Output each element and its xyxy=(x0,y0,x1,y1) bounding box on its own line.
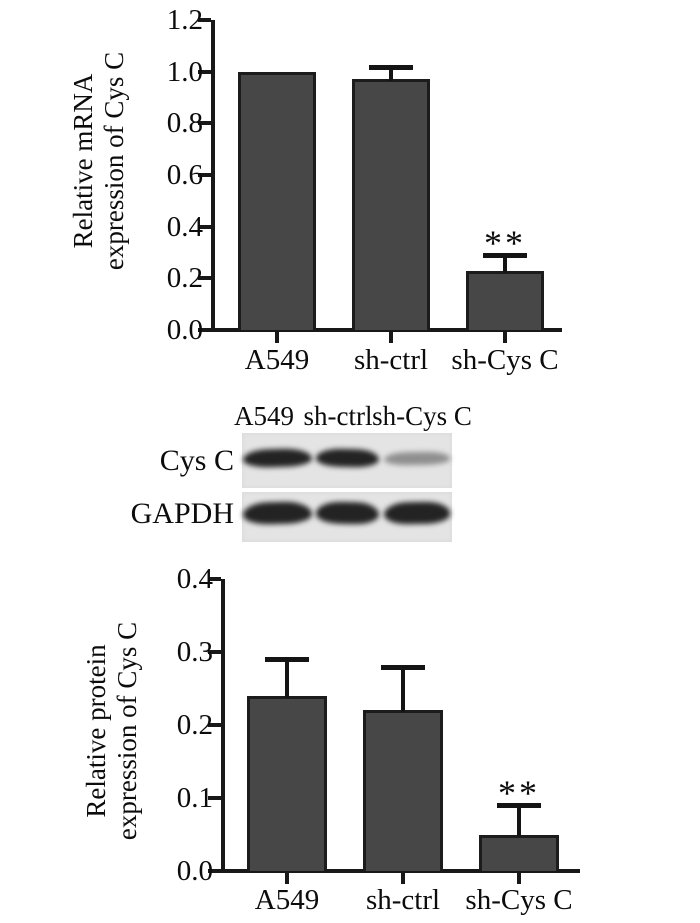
protein-x-tick xyxy=(517,873,521,884)
blot-lane-header-sh-ctrl: sh-ctrl xyxy=(303,401,373,431)
protein-y-tick-label: 0.2 xyxy=(176,709,213,741)
protein-y-tick-label: 0.4 xyxy=(176,563,213,595)
mrna-x-tick xyxy=(389,332,393,343)
protein-x-label-sh-ctrl: sh-ctrl xyxy=(365,884,441,916)
mrna-bar-A549 xyxy=(238,71,316,330)
mrna-y-tick-label: 1.0 xyxy=(166,55,203,88)
mrna-y-tick-label: 1.2 xyxy=(166,4,203,37)
protein-error-cap-sh-Cys C xyxy=(497,803,541,809)
mrna-error-cap-sh-ctrl xyxy=(369,64,413,70)
mrna-bar-sh-ctrl xyxy=(352,79,430,330)
protein-y-tick xyxy=(208,723,221,727)
protein-bar-A549 xyxy=(247,695,327,871)
protein-x-label-sh-Cys C: sh-Cys C xyxy=(465,884,573,916)
mrna-y-axis-line xyxy=(211,20,215,332)
protein-x-tick xyxy=(401,873,405,884)
mrna-error-stem-sh-Cys C xyxy=(503,255,507,273)
blot-row-label-gapdh: GAPDH xyxy=(130,497,234,530)
protein-error-stem-A549 xyxy=(285,659,289,698)
mrna-significance-sh-Cys C: ** xyxy=(484,223,526,264)
blot-lane-header-sh-cysc: sh-Cys C xyxy=(372,401,472,431)
blot-row-label-cysc: Cys C xyxy=(159,444,234,477)
mrna-bar-sh-Cys C xyxy=(466,270,544,330)
blot-lane-header-a549: A549 xyxy=(234,401,294,431)
protein-error-stem-sh-Cys C xyxy=(517,805,521,837)
protein-y-tick-label: 0.0 xyxy=(176,855,213,887)
protein-y-tick xyxy=(208,869,221,873)
protein-y-axis-line xyxy=(221,579,225,873)
protein-y-tick-label: 0.3 xyxy=(176,636,213,668)
mrna-y-tick xyxy=(198,173,211,178)
protein-x-label-A549: A549 xyxy=(254,884,320,916)
protein-y-tick xyxy=(208,650,221,654)
mrna-error-stem-sh-ctrl xyxy=(389,66,393,82)
mrna-y-tick xyxy=(198,276,211,281)
protein-x-axis-line xyxy=(221,869,580,873)
mrna-x-tick xyxy=(503,332,507,343)
protein-y-tick xyxy=(208,577,221,581)
mrna-y-tick xyxy=(198,121,211,126)
protein-error-cap-A549 xyxy=(265,657,309,663)
protein-bar-sh-ctrl xyxy=(363,710,443,871)
protein-y-tick xyxy=(208,796,221,800)
blot-strip-gapdh xyxy=(242,492,452,542)
protein-error-cap-sh-ctrl xyxy=(381,664,425,670)
mrna-error-cap-sh-Cys C xyxy=(483,253,527,259)
mrna-x-label-sh-Cys C: sh-Cys C xyxy=(451,344,559,376)
mrna-x-axis-line xyxy=(211,328,562,332)
mrna-y-tick xyxy=(198,224,211,229)
mrna-x-label-sh-ctrl: sh-ctrl xyxy=(353,344,429,376)
mrna-y-tick-label: 0.0 xyxy=(166,314,203,346)
mrna-y-tick xyxy=(198,69,211,74)
mrna-y-tick xyxy=(198,18,211,23)
blot-strip-cysc xyxy=(242,433,452,488)
mrna-y-tick-label: 0.8 xyxy=(166,107,203,140)
mrna-x-label-A549: A549 xyxy=(244,344,310,376)
mrna-y-tick-label: 0.4 xyxy=(166,210,203,243)
protein-x-tick xyxy=(285,873,289,884)
mrna-y-tick xyxy=(198,328,211,332)
mrna-y-tick-label: 0.2 xyxy=(166,262,203,295)
protein-error-stem-sh-ctrl xyxy=(401,666,405,713)
mrna-y-tick-label: 0.6 xyxy=(166,159,203,192)
protein-bar-sh-Cys C xyxy=(479,834,559,871)
protein-significance-sh-Cys C: ** xyxy=(498,773,540,814)
protein-y-tick-label: 0.1 xyxy=(176,782,213,814)
mrna-x-tick xyxy=(275,332,279,343)
